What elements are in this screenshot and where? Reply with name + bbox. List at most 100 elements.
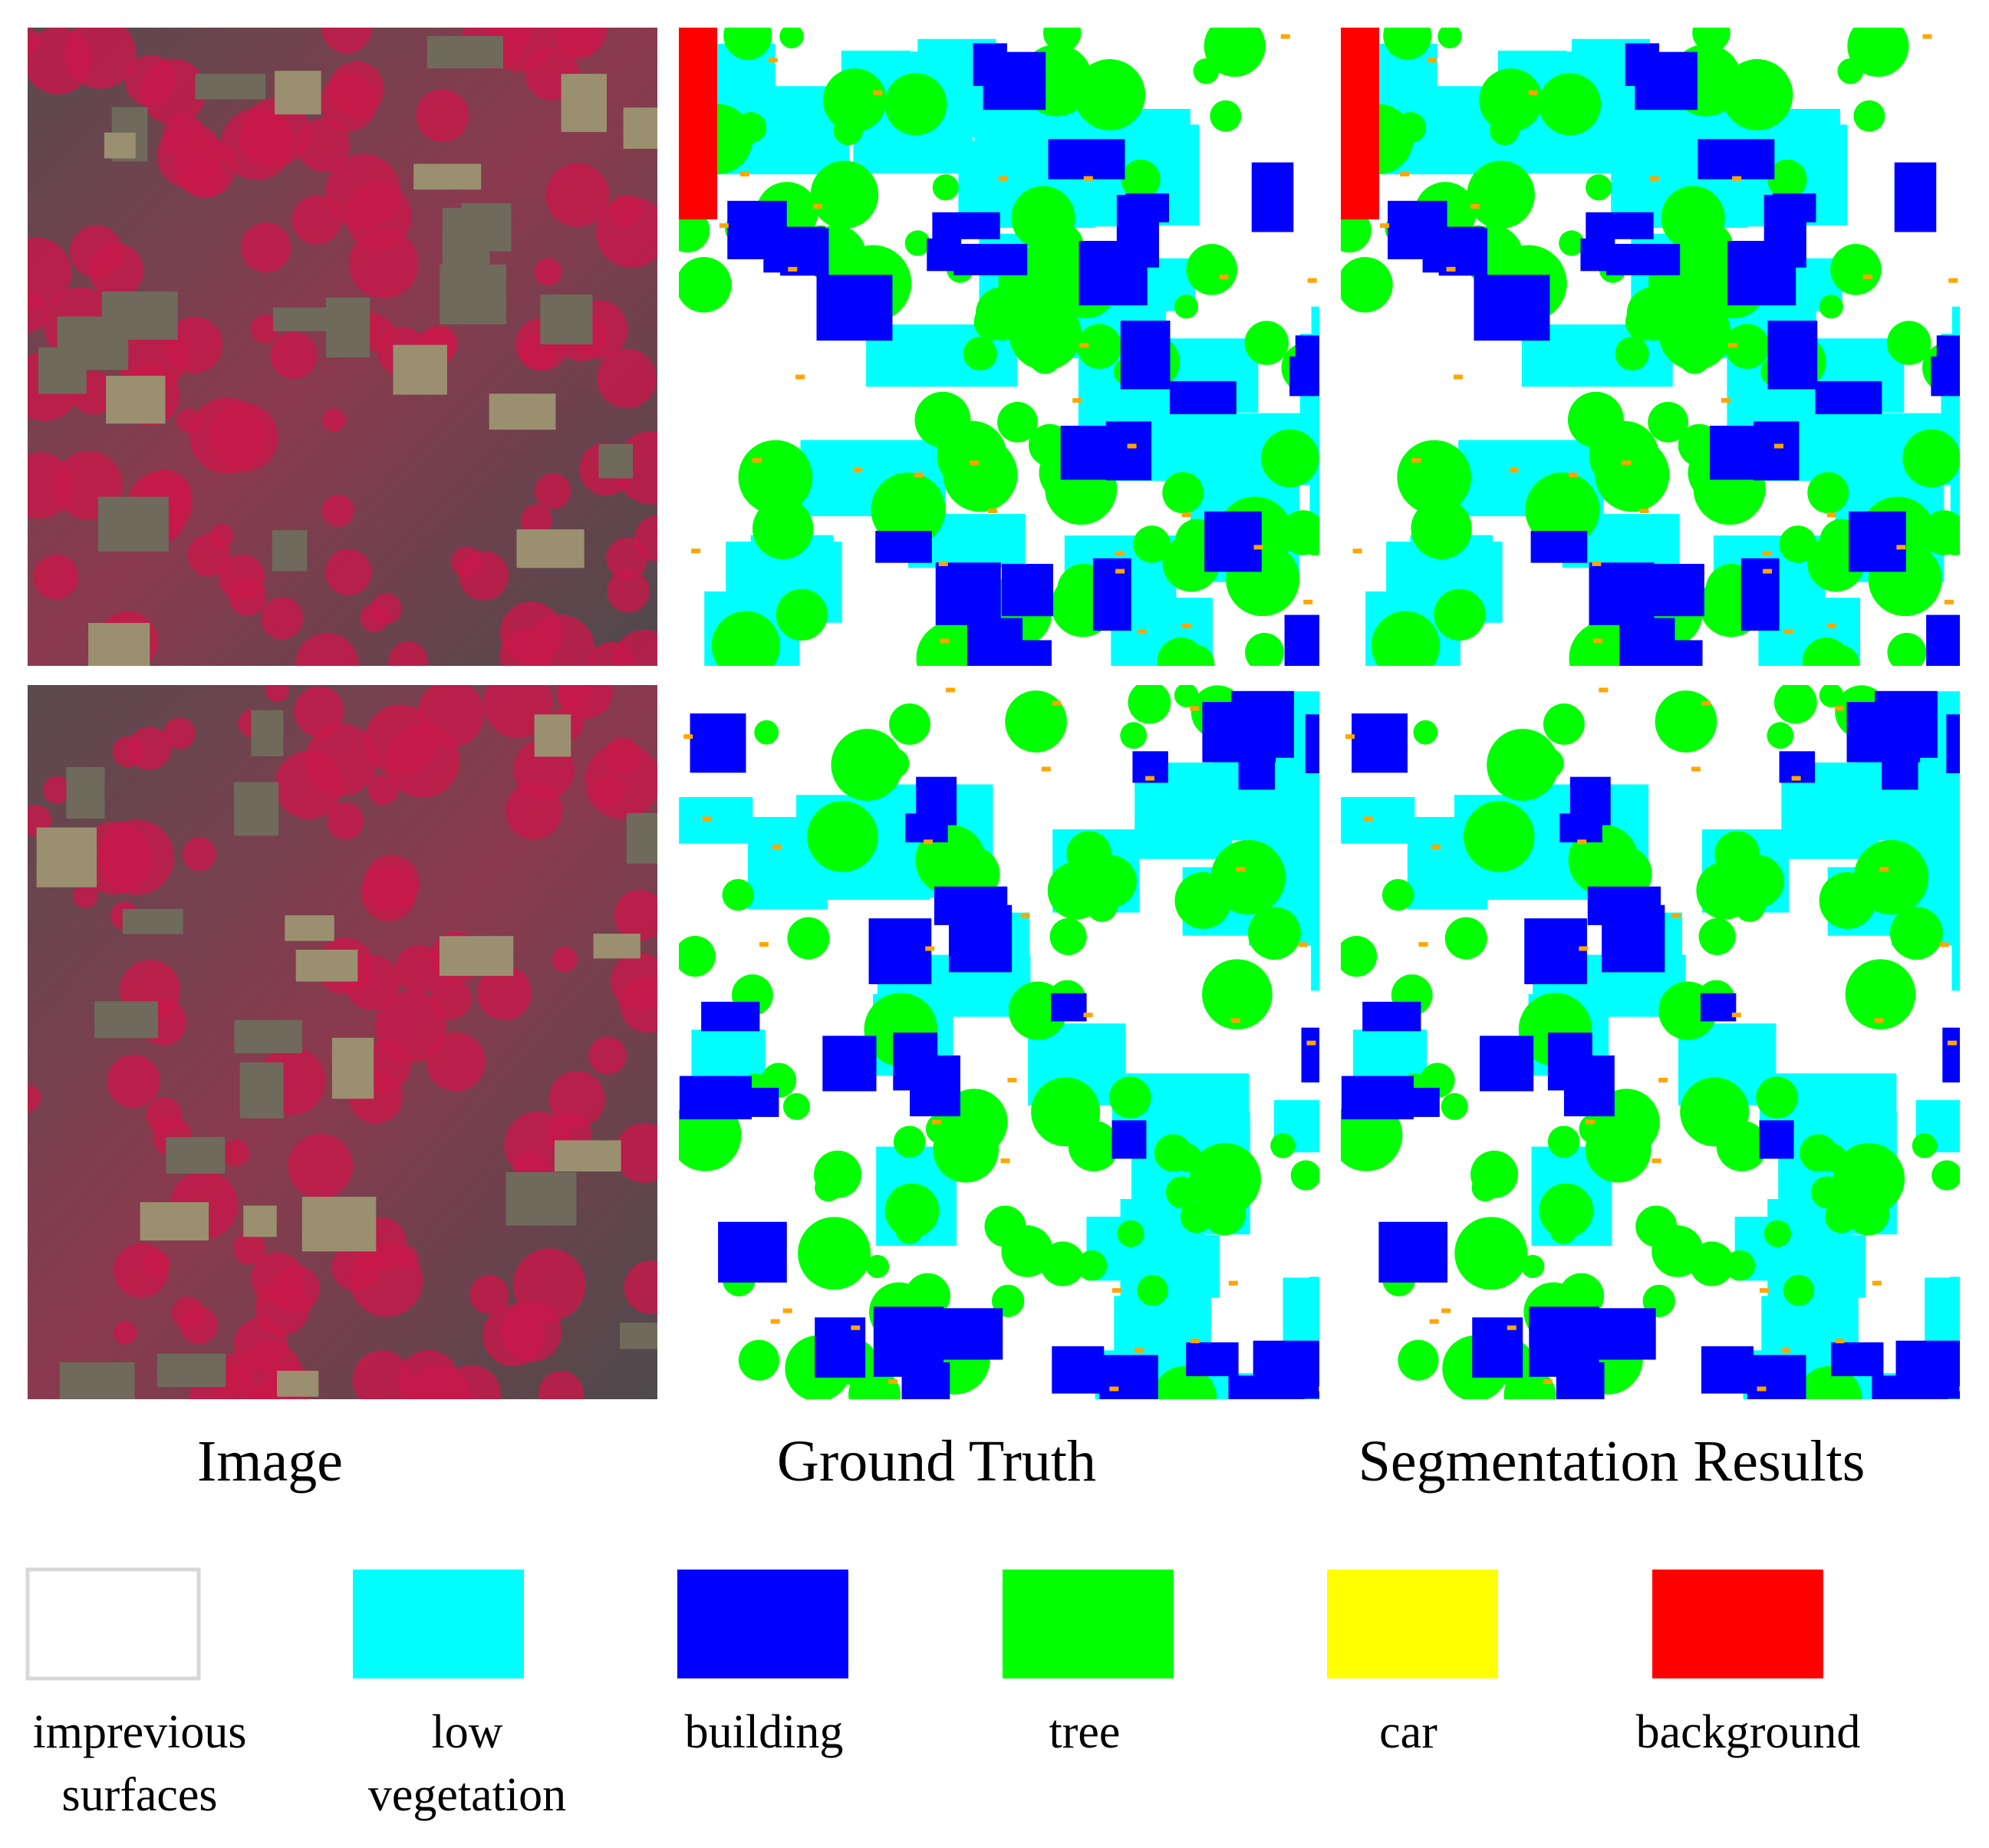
- tree: [1615, 336, 1649, 371]
- tree: [1434, 588, 1486, 641]
- car: [1052, 700, 1062, 706]
- car: [770, 1319, 780, 1324]
- building: [1480, 1036, 1534, 1092]
- building: [932, 212, 1000, 239]
- tree-crown: [143, 1250, 170, 1278]
- building: [1388, 200, 1447, 259]
- tree-crown: [320, 74, 377, 131]
- car: [1922, 34, 1932, 39]
- car: [1862, 274, 1872, 279]
- car: [1507, 1325, 1516, 1330]
- car: [683, 734, 693, 740]
- building: [1362, 1001, 1421, 1032]
- roof: [439, 936, 514, 977]
- tree-crown: [538, 1371, 584, 1399]
- car: [938, 561, 948, 566]
- tree: [1441, 1092, 1468, 1120]
- car: [1079, 343, 1089, 348]
- car: [1345, 734, 1355, 740]
- building: [690, 713, 746, 773]
- tree: [1009, 298, 1082, 371]
- building: [1529, 1306, 1599, 1377]
- car: [1363, 816, 1373, 822]
- tree: [1837, 58, 1864, 84]
- car: [1236, 867, 1246, 872]
- tree-crown: [99, 819, 175, 895]
- roof: [59, 1362, 135, 1399]
- tree-crown: [163, 717, 196, 749]
- tree: [1767, 722, 1794, 749]
- tree: [904, 230, 930, 256]
- car: [1593, 638, 1603, 644]
- tree: [738, 1339, 780, 1381]
- car: [853, 467, 863, 473]
- tree: [1290, 1160, 1319, 1191]
- car: [1453, 374, 1463, 380]
- roof: [540, 294, 593, 344]
- building: [1849, 511, 1906, 572]
- background-region: [1341, 28, 1379, 219]
- tree-crown: [321, 494, 354, 527]
- building: [1698, 139, 1775, 180]
- car: [1145, 776, 1155, 781]
- roof: [106, 375, 166, 424]
- roof: [122, 908, 183, 934]
- car: [873, 90, 883, 95]
- tree-crown: [228, 578, 267, 616]
- car: [1577, 839, 1587, 845]
- building: [822, 1036, 877, 1092]
- tree: [1108, 1076, 1151, 1119]
- tree: [722, 878, 754, 911]
- tree-crown: [612, 629, 657, 666]
- building: [942, 1308, 1003, 1360]
- panel: [679, 28, 1319, 666]
- car: [925, 946, 935, 951]
- car: [1431, 844, 1441, 849]
- tree: [914, 391, 971, 448]
- building: [1759, 1120, 1794, 1159]
- roof: [534, 714, 571, 757]
- car: [1083, 1013, 1093, 1018]
- car: [1691, 766, 1701, 772]
- building: [1111, 1120, 1147, 1159]
- car: [940, 638, 950, 644]
- building: [1231, 690, 1295, 758]
- low-vegetation: [1950, 1276, 1960, 1346]
- tree: [1487, 729, 1559, 801]
- building: [1120, 320, 1171, 390]
- car: [1791, 776, 1801, 781]
- roof: [233, 782, 279, 836]
- tree: [1395, 112, 1427, 143]
- car: [932, 1119, 942, 1125]
- roof: [554, 1140, 621, 1172]
- roof: [295, 949, 358, 982]
- tree: [1479, 68, 1543, 132]
- tree: [1383, 28, 1432, 60]
- roof: [489, 394, 556, 430]
- building: [718, 1221, 787, 1283]
- tree: [1887, 632, 1927, 666]
- legend-swatch: [25, 1567, 201, 1681]
- tree: [1847, 28, 1909, 77]
- tree: [1202, 959, 1273, 1030]
- building: [1606, 243, 1681, 275]
- tree-crown: [388, 641, 429, 666]
- legend-swatch: [1003, 1570, 1174, 1678]
- building: [1251, 162, 1294, 232]
- building: [1048, 139, 1125, 180]
- car: [1872, 1280, 1882, 1286]
- car: [1380, 223, 1390, 229]
- building: [1894, 162, 1937, 232]
- tree: [1174, 685, 1199, 708]
- tree: [1076, 1250, 1108, 1281]
- labels: Image Ground Truth Segmentation Results: [197, 1429, 1865, 1494]
- tree-crown: [416, 89, 469, 143]
- tree: [1937, 519, 1960, 555]
- tree: [814, 1150, 862, 1198]
- building: [1635, 51, 1698, 110]
- building: [1008, 640, 1052, 666]
- low-vegetation: [679, 797, 753, 844]
- tree-crown: [607, 569, 650, 613]
- building: [1767, 320, 1818, 390]
